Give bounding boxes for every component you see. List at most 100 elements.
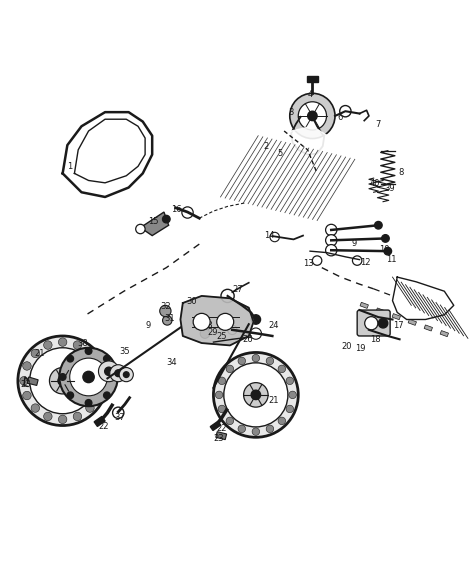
Circle shape (94, 362, 102, 370)
Text: 23: 23 (214, 434, 224, 443)
Circle shape (110, 365, 127, 382)
Circle shape (99, 361, 119, 382)
Bar (408, 319, 417, 325)
Circle shape (18, 336, 108, 426)
Text: 22: 22 (99, 422, 109, 431)
Circle shape (238, 425, 246, 433)
Text: 37: 37 (115, 413, 126, 422)
Circle shape (105, 367, 113, 375)
Circle shape (163, 316, 172, 325)
Circle shape (326, 224, 337, 236)
Circle shape (136, 224, 145, 234)
Text: 11: 11 (386, 254, 397, 264)
Circle shape (123, 372, 129, 378)
Circle shape (115, 370, 122, 376)
Circle shape (252, 428, 260, 435)
Circle shape (67, 392, 73, 399)
Circle shape (278, 365, 286, 372)
Circle shape (252, 354, 260, 362)
Circle shape (312, 256, 322, 265)
Text: 40: 40 (370, 179, 380, 189)
Text: 8: 8 (398, 168, 404, 177)
Text: 7: 7 (376, 120, 381, 129)
Bar (210, 421, 221, 430)
Text: 5: 5 (278, 148, 283, 158)
Circle shape (238, 357, 246, 364)
Circle shape (83, 371, 94, 383)
Polygon shape (216, 431, 227, 439)
Circle shape (378, 319, 388, 328)
Text: 24: 24 (268, 321, 279, 329)
Circle shape (73, 412, 82, 421)
Circle shape (353, 256, 362, 265)
Circle shape (270, 232, 279, 242)
Circle shape (266, 357, 273, 364)
Circle shape (31, 349, 39, 358)
Circle shape (221, 289, 234, 303)
Text: 1: 1 (67, 162, 73, 171)
Circle shape (58, 376, 67, 386)
Circle shape (111, 374, 118, 380)
Circle shape (113, 407, 124, 418)
Circle shape (160, 305, 171, 317)
Circle shape (70, 358, 108, 396)
Text: 2: 2 (264, 142, 269, 151)
Text: 10: 10 (379, 245, 389, 254)
Circle shape (73, 341, 82, 350)
Circle shape (85, 348, 92, 354)
Circle shape (374, 222, 382, 229)
Polygon shape (140, 212, 169, 236)
Text: 30: 30 (186, 297, 197, 306)
Circle shape (217, 313, 234, 330)
Text: 3: 3 (289, 108, 294, 117)
Text: 28: 28 (202, 321, 213, 329)
Text: 12: 12 (360, 258, 370, 268)
Circle shape (20, 376, 28, 385)
Circle shape (31, 404, 39, 413)
Circle shape (218, 405, 226, 413)
Circle shape (58, 338, 67, 346)
Circle shape (49, 367, 76, 394)
Text: 14: 14 (264, 231, 274, 240)
Text: 16: 16 (172, 205, 182, 214)
Bar (440, 331, 448, 337)
Circle shape (218, 377, 226, 384)
Circle shape (289, 391, 296, 399)
Text: 27: 27 (233, 285, 243, 295)
Circle shape (228, 325, 237, 335)
Circle shape (59, 374, 66, 380)
Text: 15: 15 (148, 217, 158, 226)
Circle shape (250, 328, 262, 339)
Circle shape (384, 248, 392, 255)
Text: 17: 17 (393, 321, 404, 329)
Circle shape (215, 391, 223, 399)
Text: 31: 31 (165, 314, 175, 323)
Circle shape (59, 348, 118, 406)
Circle shape (286, 377, 293, 384)
Circle shape (340, 105, 351, 117)
Circle shape (290, 93, 335, 139)
Circle shape (119, 367, 133, 382)
Text: 9: 9 (351, 238, 356, 248)
Circle shape (104, 355, 110, 362)
Text: 35: 35 (119, 347, 130, 356)
Text: 22: 22 (217, 425, 227, 433)
Circle shape (163, 215, 170, 223)
Text: 26: 26 (242, 335, 253, 344)
Bar (94, 417, 105, 426)
Circle shape (198, 321, 210, 332)
Circle shape (326, 235, 337, 246)
Circle shape (193, 313, 210, 330)
Circle shape (44, 341, 52, 350)
Text: 6: 6 (337, 113, 342, 122)
Circle shape (244, 383, 268, 407)
Circle shape (382, 235, 389, 242)
Circle shape (30, 348, 96, 414)
Bar (424, 325, 432, 331)
Polygon shape (27, 377, 38, 386)
Circle shape (286, 405, 293, 413)
Circle shape (86, 404, 94, 413)
Text: 32: 32 (160, 302, 171, 311)
Circle shape (278, 417, 286, 425)
Circle shape (67, 355, 73, 362)
